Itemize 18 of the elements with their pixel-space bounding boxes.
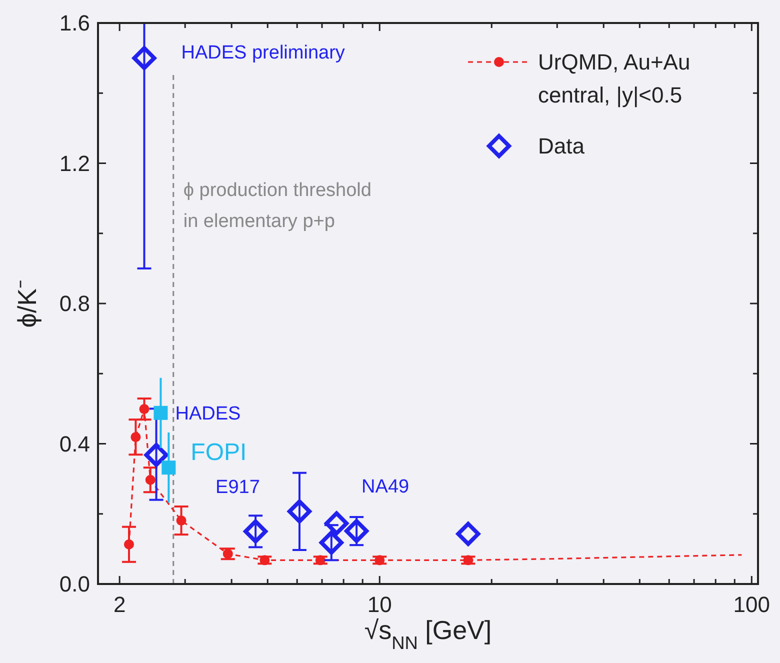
legend-label: Data [538, 134, 586, 159]
x-axis-title: √s$_{NN}$ [GeV] [364, 615, 492, 653]
y-tick-label: 0.0 [59, 572, 90, 597]
annotation: HADES [175, 404, 241, 425]
y-tick-label: 0.8 [59, 291, 90, 316]
x-tick-label: 10 [367, 592, 392, 617]
legend-label: UrQMD, Au+Au central, |y|<0.5 [538, 50, 690, 108]
x-tick-label: 100 [733, 592, 770, 617]
y-tick-label: 0.4 [59, 431, 90, 456]
x-tick-label: 2 [113, 592, 126, 617]
annotation: HADES preliminary [181, 42, 346, 64]
annotation: E917 [216, 477, 260, 498]
annotation: FOPI [190, 438, 247, 466]
annotation: NA49 [362, 476, 410, 498]
y-tick-label: 1.6 [59, 10, 90, 36]
y-axis-title: ϕ/K⁻ [12, 279, 42, 328]
ref-line-label: ϕ production threshold in elementary p+p [183, 180, 372, 232]
y-tick-label: 1.2 [59, 150, 90, 176]
